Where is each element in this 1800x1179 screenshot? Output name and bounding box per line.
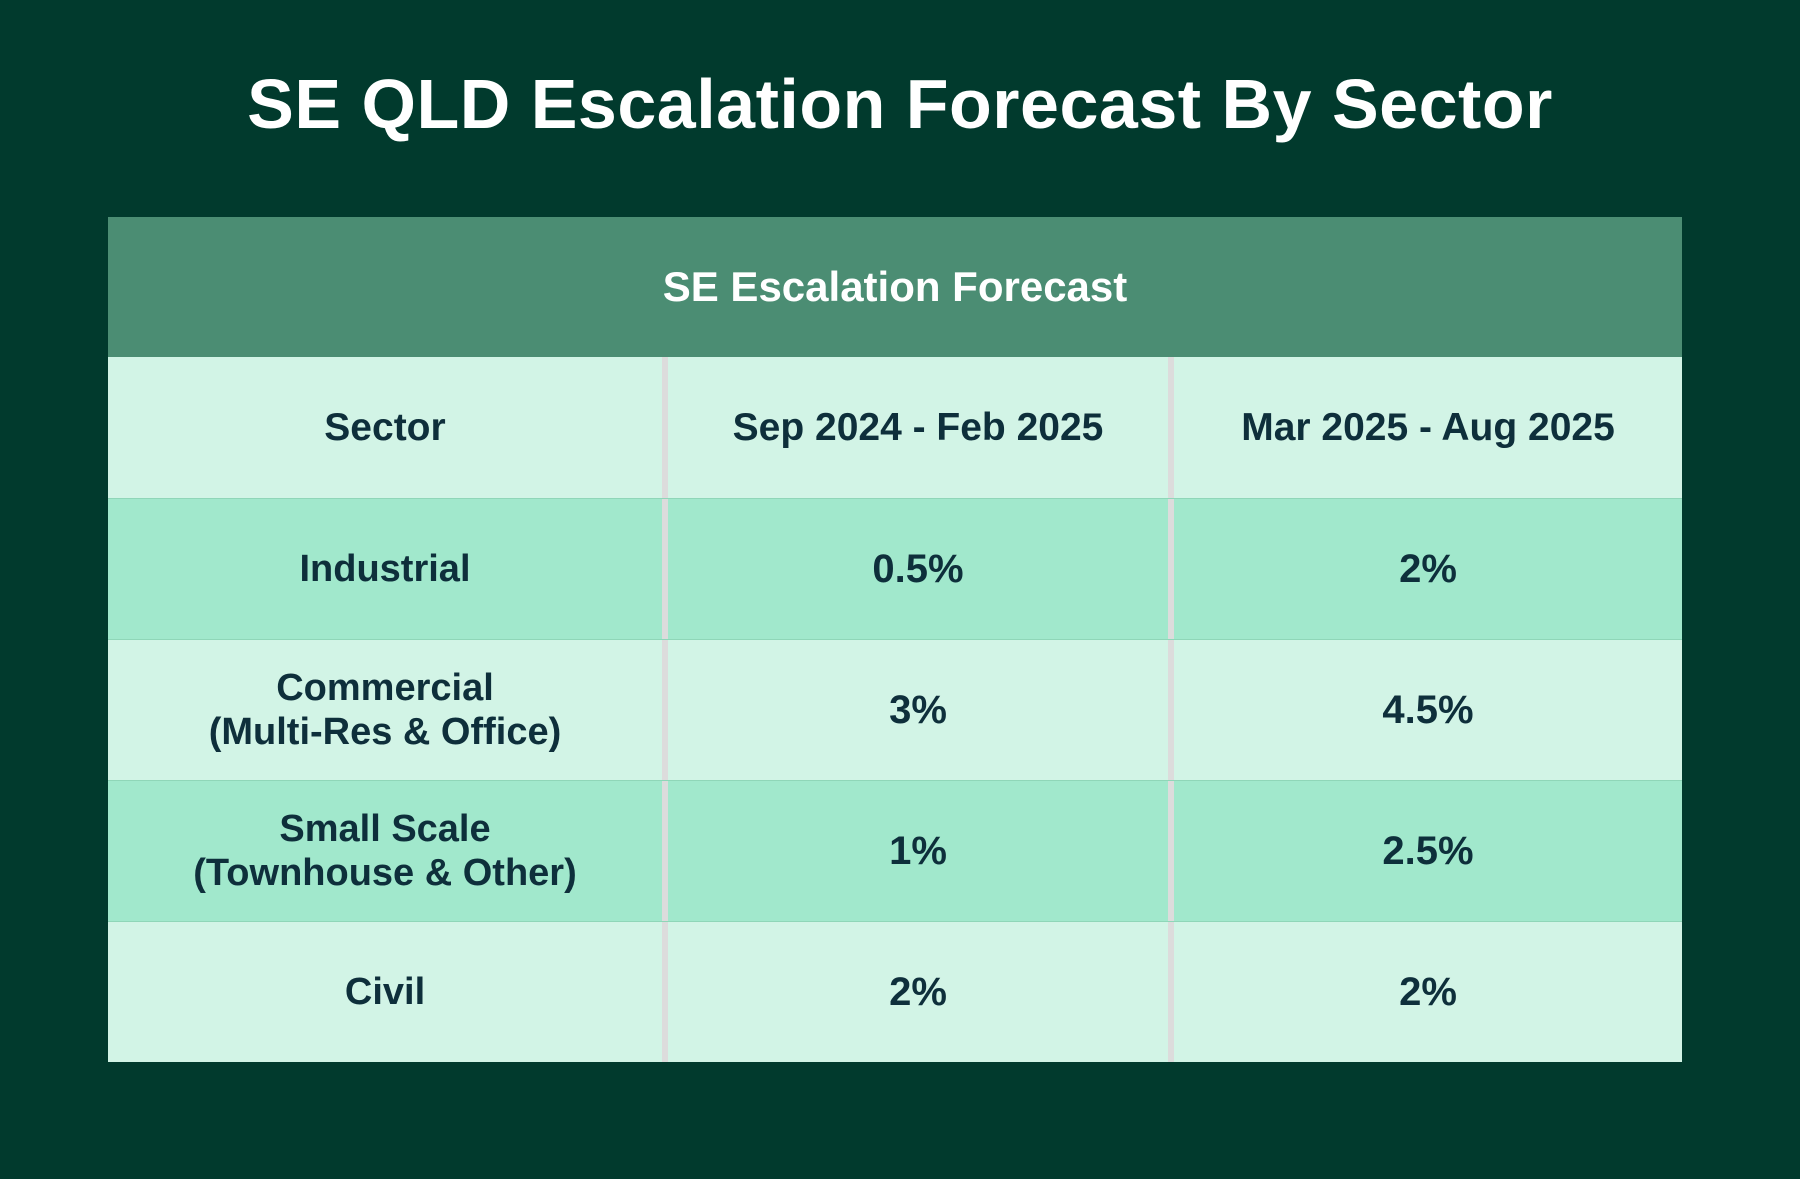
value-cell-period-1: 2% bbox=[662, 922, 1168, 1062]
sector-sublabel: (Townhouse & Other) bbox=[193, 852, 577, 894]
sector-sublabel: (Multi-Res & Office) bbox=[208, 711, 562, 753]
sector-label: Commercial bbox=[276, 667, 494, 709]
table-row: Small Scale (Townhouse & Other) 1% 2.5% bbox=[108, 780, 1682, 921]
column-header-sector: Sector bbox=[324, 405, 446, 449]
column-header-period-2: Mar 2025 - Aug 2025 bbox=[1168, 357, 1682, 498]
sector-cell: Small Scale (Townhouse & Other) bbox=[108, 781, 662, 921]
value-cell-period-2: 4.5% bbox=[1168, 640, 1682, 780]
sector-cell: Civil bbox=[108, 922, 662, 1062]
sector-cell: Commercial (Multi-Res & Office) bbox=[108, 640, 662, 780]
value-cell-period-2: 2% bbox=[1168, 922, 1682, 1062]
table-header-row: Sector Sep 2024 - Feb 2025 Mar 2025 - Au… bbox=[108, 357, 1682, 498]
column-header-period-1: Sep 2024 - Feb 2025 bbox=[662, 357, 1168, 498]
value-cell-period-1: 1% bbox=[662, 781, 1168, 921]
value-cell-period-1: 3% bbox=[662, 640, 1168, 780]
page-title: SE QLD Escalation Forecast By Sector bbox=[247, 65, 1553, 143]
sector-label: Small Scale bbox=[279, 808, 491, 850]
sector-label: Civil bbox=[344, 971, 426, 1013]
value-cell-period-2: 2% bbox=[1168, 499, 1682, 639]
sector-label: Industrial bbox=[299, 548, 471, 590]
table-banner: SE Escalation Forecast bbox=[108, 217, 1682, 357]
value-cell-period-1: 0.5% bbox=[662, 499, 1168, 639]
sector-cell: Industrial bbox=[108, 499, 662, 639]
table-row: Civil 2% 2% bbox=[108, 921, 1682, 1062]
table-row: Industrial 0.5% 2% bbox=[108, 498, 1682, 639]
table-row: Commercial (Multi-Res & Office) 3% 4.5% bbox=[108, 639, 1682, 780]
value-cell-period-2: 2.5% bbox=[1168, 781, 1682, 921]
forecast-table: SE Escalation Forecast Sector Sep 2024 -… bbox=[108, 217, 1682, 1063]
